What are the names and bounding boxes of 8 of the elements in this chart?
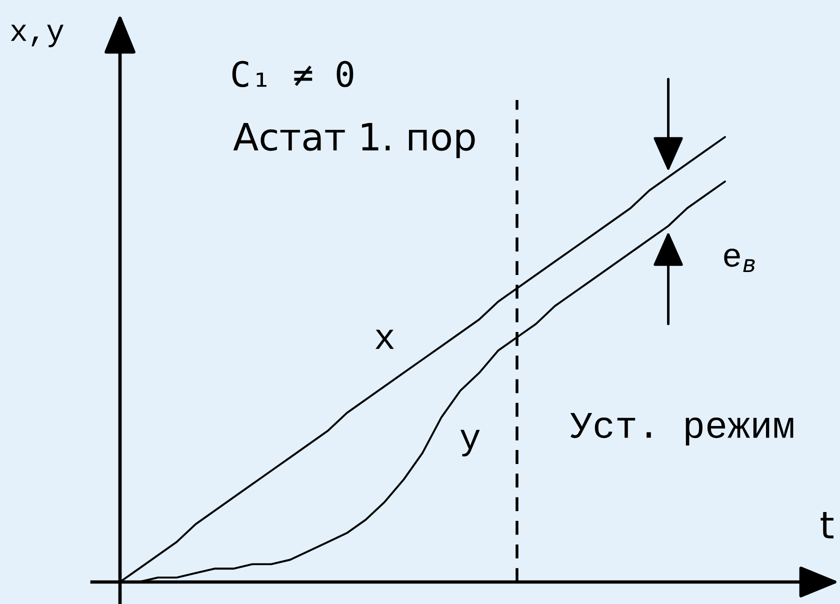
annotation: e$_{в}$ [724, 248, 755, 272]
y-axis-title: x,y [10, 24, 64, 48]
annotation: Уст. режим [570, 412, 794, 446]
series-label: x [376, 330, 394, 349]
series-label: y [460, 430, 480, 456]
x-axis-title: t [820, 512, 834, 538]
annotation: Астат 1. пор [233, 123, 475, 158]
text: C₁ ≠ 0 [232, 60, 354, 88]
